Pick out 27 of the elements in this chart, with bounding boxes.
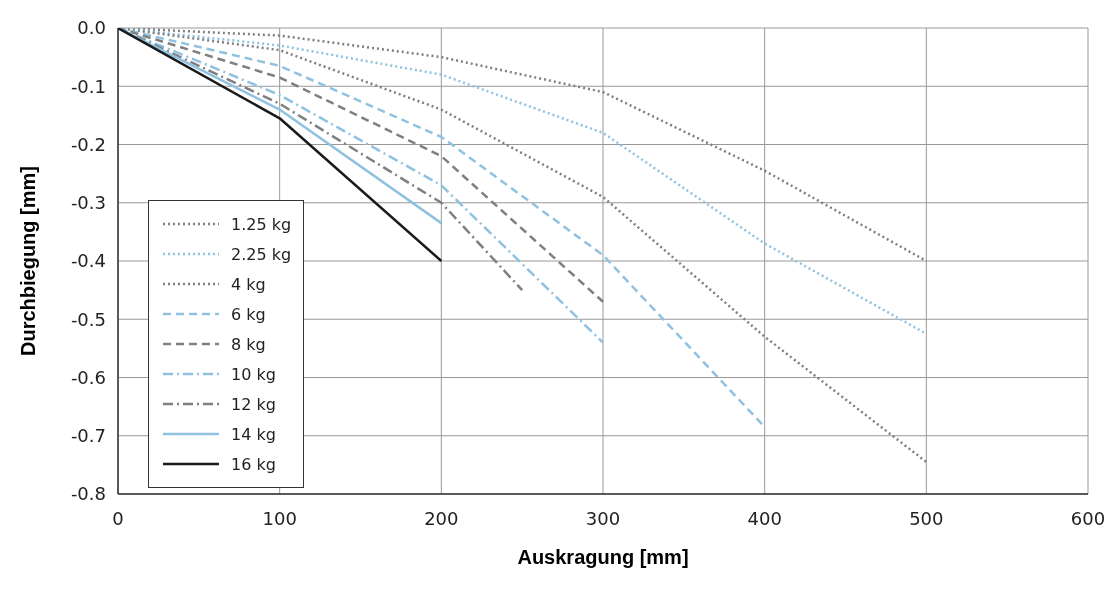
y-tick-label: -0.1 (70, 75, 106, 97)
x-axis-title: Auskragung [mm] (517, 546, 689, 568)
x-tick-label: 0 (112, 507, 124, 529)
legend-label: 14 kg (231, 424, 276, 444)
y-tick-label: -0.4 (70, 250, 106, 272)
y-tick-label: -0.6 (70, 366, 106, 388)
y-tick-label: -0.3 (70, 192, 106, 214)
legend-label: 8 kg (231, 334, 266, 354)
legend-label: 2.25 kg (231, 244, 292, 264)
y-axis-title: Durchbiegung [mm] (17, 166, 40, 356)
y-tick-label: -0.8 (70, 483, 106, 505)
x-tick-label: 600 (1070, 507, 1106, 529)
legend-label: 12 kg (231, 394, 276, 414)
x-tick-label: 500 (909, 507, 944, 529)
x-tick-label: 400 (747, 507, 782, 529)
legend-label: 6 kg (231, 304, 266, 324)
legend-label: 4 kg (231, 274, 266, 294)
y-tick-label: 0.0 (77, 17, 106, 39)
x-tick-label: 200 (424, 507, 459, 529)
y-tick-label: -0.7 (70, 425, 106, 447)
x-tick-label: 300 (585, 507, 621, 529)
legend-label: 16 kg (231, 454, 276, 474)
x-tick-label: 100 (262, 507, 297, 529)
legend-label: 1.25 kg (231, 214, 292, 234)
y-tick-label: -0.5 (70, 308, 106, 330)
y-tick-label: -0.2 (70, 133, 106, 155)
legend-label: 10 kg (231, 364, 276, 384)
